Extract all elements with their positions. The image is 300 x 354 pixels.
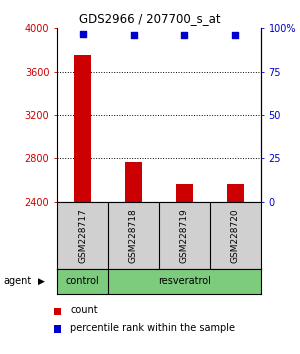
- Text: control: control: [66, 276, 99, 286]
- Text: GSM228717: GSM228717: [78, 208, 87, 263]
- Bar: [176, 184, 194, 202]
- Text: agent: agent: [3, 276, 31, 286]
- Text: ▶: ▶: [38, 277, 44, 286]
- Point: [182, 33, 187, 38]
- Text: GSM228719: GSM228719: [180, 208, 189, 263]
- Bar: [124, 162, 142, 202]
- Text: GSM228718: GSM228718: [129, 208, 138, 263]
- Point: [131, 33, 136, 38]
- Text: count: count: [70, 306, 98, 315]
- Text: percentile rank within the sample: percentile rank within the sample: [70, 323, 236, 333]
- Text: resveratrol: resveratrol: [158, 276, 211, 286]
- Bar: [74, 56, 92, 202]
- Bar: [226, 184, 244, 202]
- Point: [80, 31, 85, 36]
- Text: GSM228720: GSM228720: [231, 208, 240, 263]
- Point: [233, 33, 238, 38]
- Text: GDS2966 / 207700_s_at: GDS2966 / 207700_s_at: [79, 12, 221, 25]
